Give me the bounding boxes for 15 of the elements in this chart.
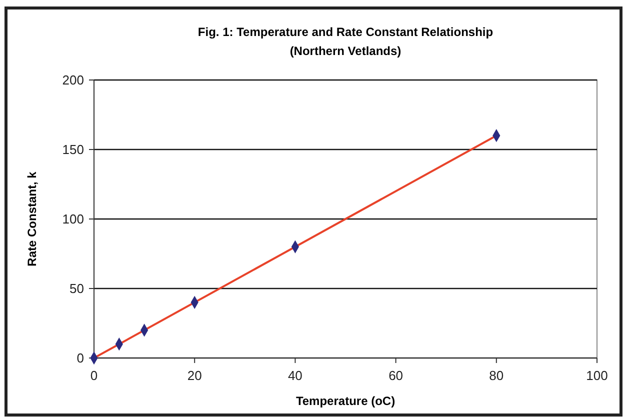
chart-subtitle: (Northern Vetlands) xyxy=(290,44,402,58)
y-tick-label: 100 xyxy=(62,212,84,227)
y-tick-label: 200 xyxy=(62,72,84,88)
y-tick-label: 0 xyxy=(76,350,84,366)
chart-title: Fig. 1: Temperature and Rate Constant Relationship xyxy=(198,25,494,39)
y-axis-title: Rate Constant, k xyxy=(25,171,39,266)
y-tick-label: 150 xyxy=(62,142,84,158)
x-axis-title: Temperature (oC) xyxy=(296,394,396,408)
x-tick-label: 40 xyxy=(288,368,302,383)
x-tick-label: 60 xyxy=(388,368,404,383)
x-tick-label: 0 xyxy=(90,368,98,383)
x-tick-label: 20 xyxy=(187,368,202,383)
x-tick-label: 100 xyxy=(586,368,608,383)
y-tick-label: 50 xyxy=(70,281,84,296)
x-tick-label: 80 xyxy=(489,368,504,383)
